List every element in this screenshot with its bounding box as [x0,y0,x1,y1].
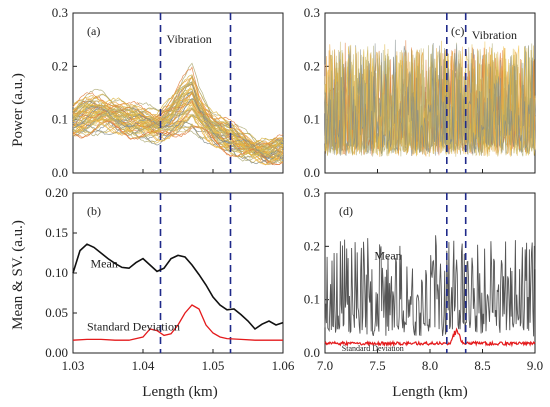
sd-line [72,304,283,341]
panel-d: 0.0 0.1 0.2 0.3 7.0 7.5 8.0 8.5 9.0 (d) Mean Standa… [304,185,543,373]
y-tick-label: 0.00 [45,345,68,360]
power-trace-line [72,82,284,156]
y-tick-label: 0.20 [45,185,68,200]
x-tick-label: 8.5 [474,358,490,373]
panel-label: (b) [87,204,101,218]
x-tick-label: 8.0 [422,358,438,373]
x-tick-label: 9.0 [527,358,543,373]
panel-c: 0.0 0.1 0.2 0.3 (c) Vibration [304,5,536,180]
power-trace-line [72,62,284,151]
ylabel-power: Power (a.u.) [10,73,26,147]
x-tick-label: 7.5 [369,358,385,373]
y-tick-label: 0.1 [52,112,68,127]
y-tick-label: 0.1 [304,292,320,307]
xlabel-left: Length (km) [142,384,217,400]
power-trace-line [72,114,284,166]
power-trace-line [72,103,284,162]
sd-annotation: Standard Deviation [342,344,404,353]
power-trace-line [72,81,284,155]
panel-label: (c) [451,24,464,38]
y-tick-label: 0.2 [52,58,68,73]
plot-frame [72,12,284,174]
power-trace-line [72,91,283,155]
mean-line [324,235,536,337]
sd-line [324,327,536,348]
mean-line [72,243,284,331]
power-trace-line [72,112,284,159]
power-trace-line [72,108,284,157]
power-trace-line [72,91,284,152]
panel-label: (a) [87,24,100,38]
y-tick-label: 0.2 [304,238,320,253]
y-tick-label: 0.10 [45,265,68,280]
power-trace-line [72,87,284,157]
power-trace-line [72,121,284,165]
panel-b: 0.00 0.05 0.10 0.15 0.20 1.03 1.04 1.05 1.06 (b) M… [45,185,295,373]
y-tick-label: 0.2 [304,58,320,73]
power-trace-line [72,99,284,158]
y-tick-label: 0.3 [52,5,68,20]
vibration-annotation: Vibration [167,32,212,46]
y-tick-label: 0.15 [45,225,68,240]
panel-label: (d) [339,204,353,218]
y-tick-label: 0.0 [52,165,68,180]
y-tick-label: 0.3 [304,5,320,20]
power-trace-line [72,113,284,161]
mean-annotation: Mean [374,249,401,263]
y-tick-label: 0.0 [304,165,320,180]
mean-annotation: Mean [91,256,118,270]
x-tick-label: 1.06 [272,358,295,373]
power-trace-line [324,39,536,156]
y-tick-label: 0.1 [304,112,320,127]
power-trace-line [72,107,284,158]
y-tick-label: 0.3 [304,185,320,200]
power-trace-line [72,82,284,146]
x-tick-label: 7.0 [317,358,333,373]
plot-frame [324,192,536,354]
x-tick-label: 1.03 [62,358,85,373]
power-trace-line [72,103,284,156]
x-tick-label: 1.04 [132,358,155,373]
panel-a: 0.0 0.1 0.2 0.3 (a) Vibration [52,5,284,180]
vibration-annotation: Vibration [472,28,517,42]
xlabel-right: Length (km) [392,384,467,400]
ylabel-mean-sv: Mean & SV. (a.u.) [10,220,26,330]
sd-annotation: Standard Deviation [87,320,180,334]
y-tick-label: 0.05 [45,305,68,320]
y-tick-label: 0.0 [304,345,320,360]
power-trace-line [72,98,284,160]
power-trace-line [324,41,536,157]
x-tick-label: 1.05 [202,358,225,373]
